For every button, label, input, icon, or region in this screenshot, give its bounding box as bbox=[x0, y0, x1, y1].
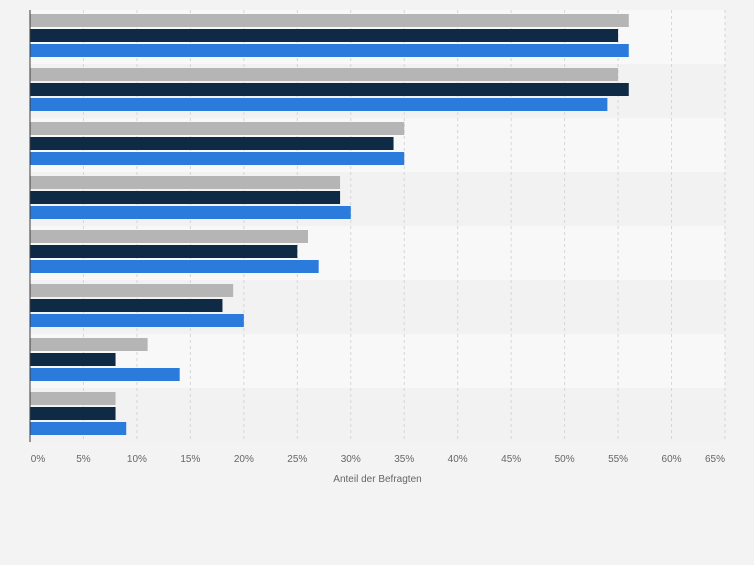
bar bbox=[30, 206, 351, 219]
x-tick-label: 40% bbox=[448, 454, 468, 465]
bar bbox=[30, 44, 629, 57]
x-tick-label: 30% bbox=[341, 454, 361, 465]
bar bbox=[30, 392, 116, 405]
x-tick-label: 20% bbox=[234, 454, 254, 465]
bar bbox=[30, 152, 405, 165]
bar bbox=[30, 176, 341, 189]
bar bbox=[30, 368, 180, 381]
bar bbox=[30, 260, 319, 273]
bar bbox=[30, 98, 608, 111]
x-tick-label: 15% bbox=[180, 454, 200, 465]
x-tick-label: 35% bbox=[394, 454, 414, 465]
x-tick-label: 25% bbox=[287, 454, 307, 465]
bar bbox=[30, 284, 234, 297]
x-tick-label: 45% bbox=[501, 454, 521, 465]
bar bbox=[30, 407, 116, 420]
x-tick-labels: 0% 5% 10% 15% 20% 25% 30% 35% 40% 45% 50% 55% 60% 65% bbox=[31, 454, 725, 465]
bar bbox=[30, 299, 223, 312]
bar bbox=[30, 83, 629, 96]
bar bbox=[30, 191, 341, 204]
bar bbox=[30, 422, 127, 435]
bar bbox=[30, 314, 244, 327]
x-tick-label: 65% bbox=[705, 454, 725, 465]
bar bbox=[30, 14, 629, 27]
x-tick-label: 0% bbox=[31, 454, 46, 465]
bars bbox=[30, 14, 629, 435]
bar bbox=[30, 338, 148, 351]
gridlines bbox=[82, 10, 726, 442]
bar bbox=[30, 137, 394, 150]
x-tick-label: 10% bbox=[127, 454, 147, 465]
bar bbox=[30, 68, 619, 81]
bar bbox=[30, 122, 405, 135]
bar bbox=[30, 353, 116, 366]
category-band bbox=[30, 388, 725, 442]
x-axis-title: Anteil der Befragten bbox=[333, 474, 421, 485]
bar bbox=[30, 245, 298, 258]
x-tick-label: 5% bbox=[76, 454, 91, 465]
x-tick-label: 60% bbox=[662, 454, 682, 465]
x-tick-label: 55% bbox=[608, 454, 628, 465]
x-tick-label: 50% bbox=[555, 454, 575, 465]
bar bbox=[30, 230, 308, 243]
bar bbox=[30, 29, 619, 42]
